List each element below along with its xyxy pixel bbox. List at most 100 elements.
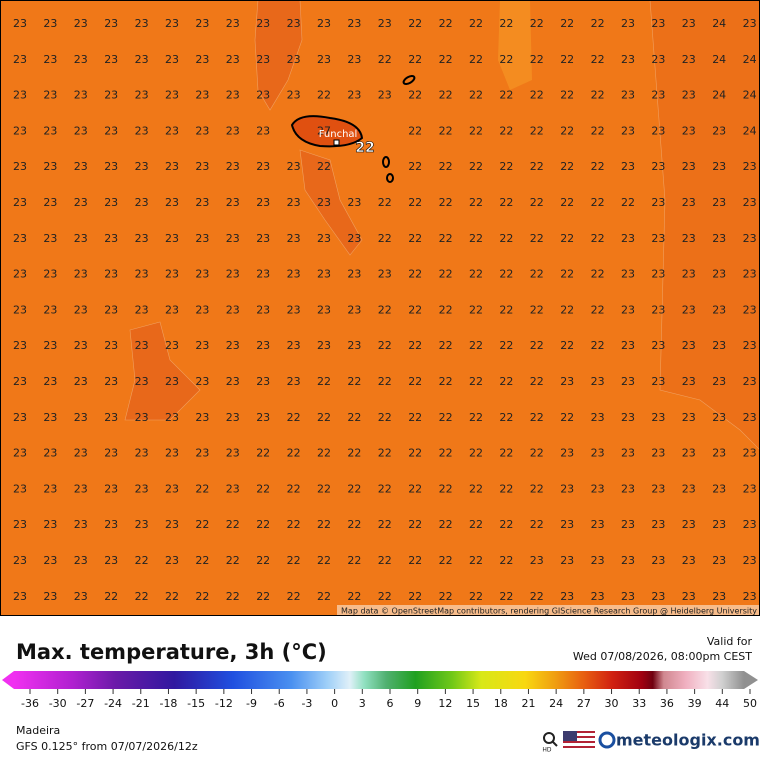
city-value: 22 (355, 140, 374, 156)
grid-value: 22 (378, 303, 392, 316)
grid-value: 22 (530, 375, 544, 388)
valid-time: Wed 07/08/2026, 08:00pm CEST (573, 650, 752, 663)
grid-value: 23 (74, 89, 88, 102)
hd-label[interactable]: HD (542, 747, 552, 754)
zoom-icon-handle (552, 741, 558, 747)
flag-icon[interactable] (563, 731, 595, 750)
grid-value: 23 (13, 482, 27, 495)
colorbar-tick-label: 9 (414, 697, 421, 710)
colorbar-tick-label: 3 (359, 697, 366, 710)
grid-value: 23 (226, 232, 240, 245)
grid-value: 22 (439, 411, 453, 424)
grid-value: 22 (499, 518, 513, 531)
grid-value: 23 (104, 339, 118, 352)
grid-value: 23 (287, 160, 301, 173)
grid-value: 22 (408, 411, 422, 424)
grid-value: 23 (256, 17, 270, 30)
grid-value: 23 (43, 375, 57, 388)
grid-value: 22 (530, 17, 544, 30)
grid-value: 23 (165, 89, 179, 102)
grid-value: 23 (347, 89, 361, 102)
grid-value: 22 (378, 482, 392, 495)
grid-value: 22 (408, 17, 422, 30)
grid-value: 23 (43, 447, 57, 460)
grid-value: 22 (530, 339, 544, 352)
grid-value: 23 (651, 124, 665, 137)
grid-value: 22 (347, 375, 361, 388)
grid-value: 23 (13, 196, 27, 209)
zoom-icon[interactable] (543, 732, 555, 744)
grid-value: 22 (469, 124, 483, 137)
grid-value: 23 (135, 339, 149, 352)
grid-value: 23 (165, 447, 179, 460)
grid-value: 23 (621, 339, 635, 352)
cooler-patch (498, 0, 532, 90)
grid-value: 23 (104, 17, 118, 30)
colorbar-low-arrow (2, 671, 14, 689)
grid-value: 23 (74, 339, 88, 352)
grid-value: 23 (135, 17, 149, 30)
grid-value: 23 (74, 160, 88, 173)
grid-value: 23 (682, 268, 696, 281)
colorbar-tick-label: 12 (438, 697, 452, 710)
grid-value: 23 (256, 268, 270, 281)
grid-value: 23 (651, 303, 665, 316)
colorbar-tick-label: -18 (159, 697, 177, 710)
grid-value: 22 (560, 196, 574, 209)
grid-value: 22 (378, 375, 392, 388)
colorbar-tick-label: 39 (688, 697, 702, 710)
grid-value: 23 (43, 518, 57, 531)
grid-value: 23 (13, 339, 27, 352)
grid-value: 23 (104, 196, 118, 209)
island-outline (402, 75, 416, 85)
grid-value: 23 (256, 303, 270, 316)
grid-value: 22 (499, 411, 513, 424)
grid-value: 23 (712, 124, 726, 137)
grid-value: 23 (165, 53, 179, 66)
grid-value: 23 (256, 160, 270, 173)
grid-value: 22 (499, 375, 513, 388)
grid-value: 23 (378, 89, 392, 102)
grid-value: 23 (74, 53, 88, 66)
grid-value: 23 (743, 590, 757, 603)
grid-value: 23 (591, 375, 605, 388)
grid-value: 22 (408, 590, 422, 603)
grid-value: 22 (530, 268, 544, 281)
grid-value: 23 (651, 53, 665, 66)
colorbar-high-arrow (744, 671, 758, 689)
grid-value: 23 (287, 232, 301, 245)
grid-value: 23 (104, 303, 118, 316)
grid-value: 22 (591, 160, 605, 173)
grid-value: 23 (317, 53, 331, 66)
grid-value: 23 (651, 339, 665, 352)
grid-value: 23 (104, 53, 118, 66)
grid-value: 23 (621, 303, 635, 316)
grid-value: 23 (195, 268, 209, 281)
grid-value: 22 (408, 232, 422, 245)
grid-value: 22 (347, 554, 361, 567)
colorbar-tick-label: -12 (215, 697, 233, 710)
grid-value: 22 (499, 53, 513, 66)
grid-value: 23 (560, 554, 574, 567)
grid-value: 22 (469, 17, 483, 30)
grid-value: 23 (287, 268, 301, 281)
grid-value: 23 (287, 339, 301, 352)
grid-value: 23 (226, 411, 240, 424)
grid-value: 23 (317, 303, 331, 316)
grid-value: 24 (743, 124, 757, 137)
grid-value: 22 (530, 518, 544, 531)
grid-value: 23 (74, 590, 88, 603)
grid-value: 23 (651, 232, 665, 245)
grid-value: 23 (43, 160, 57, 173)
brand[interactable]: meteologix.com (616, 731, 760, 750)
grid-value: 22 (469, 518, 483, 531)
grid-value: 22 (499, 17, 513, 30)
grid-value: 22 (287, 482, 301, 495)
grid-value: 22 (530, 590, 544, 603)
grid-value: 24 (712, 17, 726, 30)
grid-value: 22 (591, 196, 605, 209)
grid-value: 22 (591, 268, 605, 281)
grid-value: 23 (621, 124, 635, 137)
grid-value: 23 (135, 268, 149, 281)
grid-value: 22 (408, 339, 422, 352)
